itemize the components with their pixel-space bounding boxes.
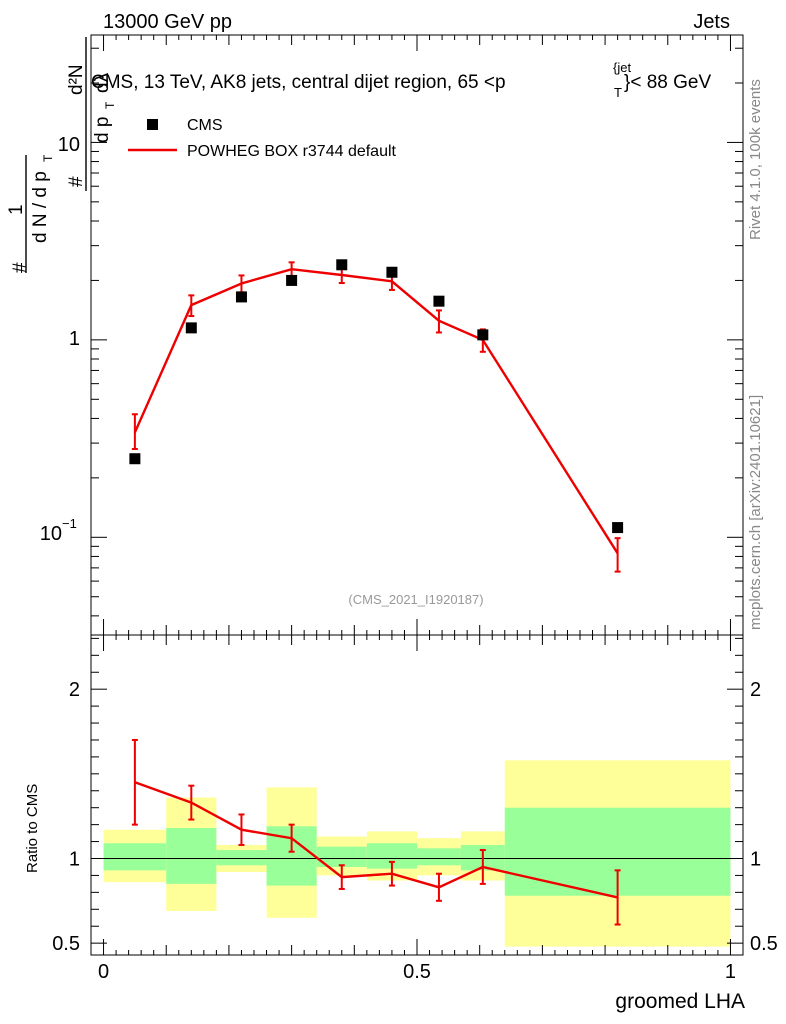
- legend-cms-label: CMS: [187, 117, 223, 134]
- y-label-dl: dλ: [92, 72, 113, 93]
- ratio-ytick-label-left: 2: [69, 679, 80, 701]
- y-label-one: 1: [6, 204, 27, 215]
- cms-data-point: [185, 322, 197, 334]
- rivet-label: Rivet 4.1.0, 100k events: [747, 79, 764, 240]
- y-label-dpdl: d p: [92, 117, 113, 143]
- analysis-watermark: (CMS_2021_I1920187): [348, 592, 483, 607]
- main-title-tail: }< 88 GeV: [624, 72, 711, 93]
- ratio-ytick-label-right: 1: [750, 848, 761, 870]
- ratio-panel-ticks: 0.5 0.5 1 1 2 2 0 0.5 1: [52, 635, 778, 983]
- ytick-label-10: 10: [58, 134, 80, 156]
- y-label-d2N: d²N: [66, 64, 87, 95]
- cms-data-point: [433, 295, 445, 307]
- ratio-panel-frame: [90, 634, 744, 956]
- main-title-text: CMS, 13 TeV, AK8 jets, central dijet reg…: [91, 72, 506, 93]
- ytick-label-0.1: 10: [40, 523, 62, 545]
- main-panel-data: [129, 259, 624, 573]
- mc-line: [133, 267, 619, 554]
- xtick-label: 0.5: [403, 961, 431, 983]
- ratio-band-inner: [216, 850, 267, 866]
- energy-label: 13000 GeV pp: [103, 11, 232, 33]
- cms-data-point: [386, 266, 398, 278]
- legend-cms-marker: [147, 119, 158, 130]
- ratio-ytick-label-right: 0.5: [750, 933, 778, 955]
- main-title: CMS, 13 TeV, AK8 jets, central dijet reg…: [91, 72, 506, 93]
- xtick-label: 1: [725, 961, 736, 983]
- ratio-ytick-label-right: 2: [750, 679, 761, 701]
- process-label: Jets: [693, 11, 730, 33]
- y-label-T1: T: [41, 154, 55, 162]
- legend: CMS POWHEG BOX r3744 default: [128, 117, 397, 160]
- ratio-band-inner: [103, 843, 167, 871]
- cms-data-point: [235, 291, 247, 303]
- cms-data-point: [286, 274, 298, 286]
- ratio-uncertainty-bands: [103, 760, 731, 947]
- cms-data-point: [129, 453, 141, 465]
- y-label-T2: T: [103, 101, 117, 109]
- ratio-band-inner: [316, 846, 367, 867]
- ratio-ytick-label-left: 0.5: [52, 933, 80, 955]
- ratio-ytick-label-left: 1: [69, 848, 80, 870]
- xtick-label: 0: [98, 961, 109, 983]
- y-label-dN: d N / d p: [30, 171, 51, 243]
- cms-data-point: [612, 522, 624, 534]
- ratio-y-axis-label: Ratio to CMS: [24, 784, 41, 873]
- ratio-band-inner: [417, 848, 461, 866]
- main-y-axis-label: # 1 d N / d p T # d²N d p T dλ: [6, 37, 117, 273]
- ratio-band-inner: [166, 828, 217, 884]
- main-panel-ticks: [91, 35, 743, 635]
- cms-data-point: [477, 329, 489, 341]
- y-label-hash1: #: [10, 262, 31, 273]
- mcplots-label: mcplots.cern.ch [arXiv:2401.10621]: [747, 395, 764, 630]
- legend-powheg-label: POWHEG BOX r3744 default: [187, 143, 397, 160]
- ytick-label-0.1-exp: −1: [62, 516, 77, 531]
- ratio-panel-data: [131, 738, 621, 926]
- main-title-sub: T: [614, 85, 622, 100]
- x-axis-label: groomed LHA: [615, 990, 745, 1013]
- ytick-label-1: 1: [69, 328, 80, 350]
- y-label-hash2: #: [66, 176, 87, 187]
- main-title-sup: {jet: [613, 60, 631, 75]
- cms-data-point: [336, 259, 348, 271]
